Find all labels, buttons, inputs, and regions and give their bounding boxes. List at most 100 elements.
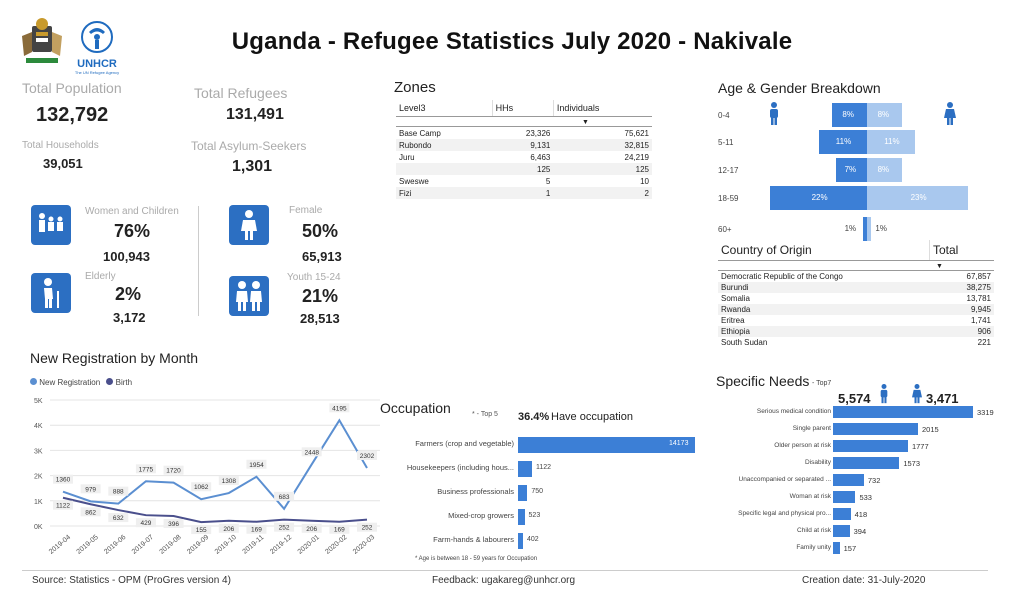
occupation-chart: Farmers (crop and vegetable) 14173 Houseke…	[380, 434, 700, 549]
footer-divider	[22, 570, 988, 571]
origin-col-country[interactable]: Country of Origin	[718, 240, 930, 261]
zones-cell: Juru	[399, 152, 415, 162]
origin-col-total[interactable]: Total	[929, 240, 994, 261]
zones-row[interactable]: Base Camp 23,326 75,621	[396, 126, 652, 139]
zones-col-hhs[interactable]: HHs	[492, 100, 554, 117]
male-bar	[836, 158, 867, 182]
zones-row[interactable]: Fizi 1 2	[396, 187, 652, 199]
needs-bar-label: Older person at risk	[774, 442, 831, 449]
data-label-bg	[135, 464, 156, 474]
occupation-bar	[518, 461, 532, 477]
data-label-bg	[191, 525, 212, 535]
data-label-bg	[274, 491, 295, 501]
zones-cell: Sweswe	[399, 176, 429, 186]
new-registration-data-label: 2448	[301, 447, 322, 457]
zones-row[interactable]: Rubondo 9,131 32,815	[396, 139, 652, 151]
needs-bar-value: 1573	[903, 459, 921, 468]
origin-cell: 13,781	[966, 294, 991, 303]
origin-row[interactable]: Eritrea 1,741	[718, 315, 994, 326]
zones-col-individuals[interactable]: Individuals	[553, 100, 652, 117]
birth-data-label: 862	[80, 507, 101, 517]
birth-data-label: 429	[135, 518, 156, 528]
origin-row[interactable]: Burundi 38,275	[718, 282, 994, 293]
zones-cell: 32,815	[624, 140, 649, 150]
needs-bar-label: Specific legal and physical pro...	[738, 510, 831, 517]
footer-source: Source: Statistics - OPM (ProGres versio…	[32, 575, 231, 586]
zones-cell: 10	[640, 176, 649, 186]
female-bar	[867, 186, 969, 210]
zones-cell: 6,463	[530, 152, 551, 162]
data-label-text: 1360	[56, 477, 71, 484]
zones-row[interactable]: 125 125	[396, 163, 652, 175]
needs-female-icon	[912, 383, 922, 410]
needs-bar-value: 418	[854, 510, 868, 519]
occupation-bar	[518, 533, 524, 549]
zones-col-level3[interactable]: Level3	[396, 100, 493, 117]
male-pct-label: 11%	[835, 137, 852, 146]
footer-created: Creation date: 31-July-2020	[802, 575, 926, 586]
female-pct-label: 11%	[884, 137, 900, 146]
needs-bar	[833, 406, 973, 418]
origin-cell: Burundi	[721, 283, 749, 292]
zones-row[interactable]: Juru 6,463 24,219	[396, 151, 652, 163]
occupation-bar-value: 402	[527, 536, 539, 543]
x-tick-label: 2019-12	[269, 534, 293, 556]
data-label-text: 1720	[166, 468, 181, 475]
y-tick-label: 2K	[34, 474, 43, 481]
needs-male-value: 5,574	[838, 391, 871, 406]
occupation-bar-value: 14173	[669, 440, 689, 447]
data-label-bg	[301, 447, 322, 457]
data-label-text: 169	[251, 527, 262, 534]
origin-row[interactable]: Democratic Republic of the Congo 67,857	[718, 270, 994, 282]
zones-row[interactable]: Sweswe 5 10	[396, 175, 652, 187]
female-pct-label: 8%	[877, 165, 890, 174]
total-asylum-label: Total Asylum-Seekers	[191, 139, 307, 153]
new-registration-data-label: 683	[274, 491, 295, 501]
data-label-text: 2448	[304, 449, 319, 456]
occupation-bar-value: 1122	[536, 464, 552, 471]
data-label-bg	[80, 484, 101, 494]
origin-row[interactable]: South Sudan 221	[718, 337, 994, 348]
data-label-text: 1122	[56, 503, 70, 510]
data-label-bg	[163, 465, 184, 475]
male-pct-label: 8%	[842, 110, 854, 119]
data-label-text: 862	[85, 509, 96, 516]
occupation-bar-label: Mixed-crop growers	[448, 511, 514, 520]
new-registration-data-label: 979	[80, 484, 101, 494]
new-registration-line	[62, 418, 368, 511]
footer-feedback[interactable]: Feedback: ugakareg@unhcr.org	[432, 575, 576, 586]
legend-birth-label: Birth	[115, 378, 133, 387]
women-children-icon	[31, 205, 71, 245]
zones-title: Zones	[394, 79, 436, 96]
female-bar	[867, 217, 872, 241]
male-pct-label: 1%	[844, 224, 857, 233]
male-icon	[768, 102, 780, 131]
group-divider	[198, 206, 199, 316]
origin-row[interactable]: Somalia 13,781	[718, 293, 994, 304]
origin-cell: 9,945	[970, 305, 991, 314]
data-label-text: 252	[279, 525, 290, 532]
data-label-bg	[357, 522, 377, 532]
zones-cell: Fizi	[399, 188, 412, 198]
needs-bar	[833, 491, 856, 503]
zones-cell: Rubondo	[399, 140, 432, 150]
origin-row[interactable]: Rwanda 9,945	[718, 304, 994, 315]
birth-data-label: 169	[246, 524, 267, 534]
zones-cell: 24,219	[624, 152, 649, 162]
origin-row[interactable]: Ethiopia 906	[718, 326, 994, 337]
total-refugees-value: 131,491	[226, 106, 284, 123]
y-tick-label: 0K	[34, 524, 43, 531]
y-tick-label: 5K	[34, 398, 43, 405]
needs-bar-value: 2015	[921, 425, 939, 434]
data-label-bg	[329, 403, 350, 413]
youth-icon	[229, 276, 269, 316]
occupation-bar	[518, 437, 695, 453]
needs-bar	[833, 508, 851, 520]
needs-bar-value: 157	[843, 544, 857, 553]
female-label: Female	[289, 205, 323, 216]
x-tick-label: 2019-04	[48, 534, 72, 556]
birth-data-label: 169	[329, 524, 350, 534]
data-label-bg	[135, 518, 156, 528]
origin-cell: Democratic Republic of the Congo	[721, 272, 843, 281]
data-label-text: 683	[279, 494, 290, 501]
